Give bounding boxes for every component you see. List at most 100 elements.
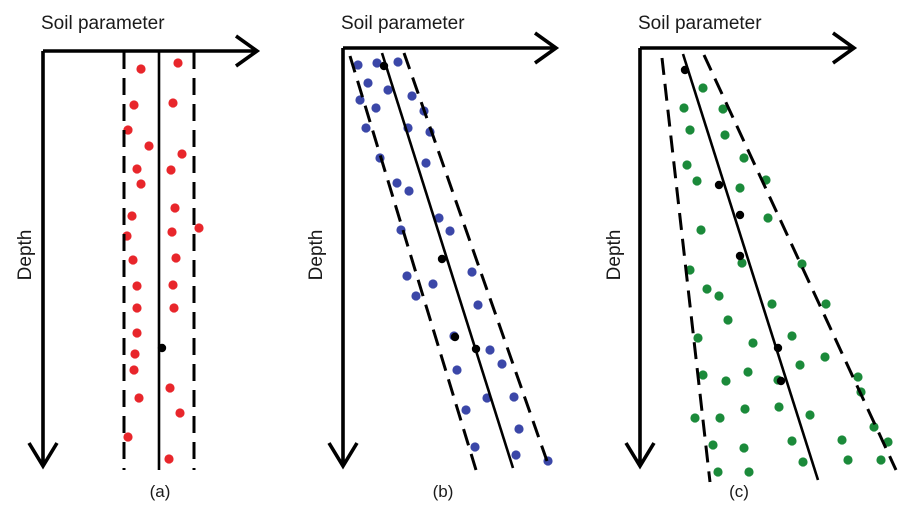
panel-c-x-axis-label: Soil parameter xyxy=(638,13,762,34)
panel-c-data-point xyxy=(702,284,712,294)
panel-c-data-point xyxy=(743,367,753,377)
panel-a-data-point xyxy=(144,141,154,151)
panel-c-data-point xyxy=(853,372,863,382)
panel-b-mean-point xyxy=(437,254,447,264)
panel-c-data-point xyxy=(795,360,805,370)
panel-c-data-point xyxy=(679,103,689,113)
panel-c-data-point xyxy=(739,443,749,453)
panel-b-data-point xyxy=(452,365,462,375)
panel-c-data-point xyxy=(763,213,773,223)
panel-b-data-point xyxy=(355,95,365,105)
panel-b-x-axis-label: Soil parameter xyxy=(341,13,465,34)
panel-c-data-point xyxy=(821,299,831,309)
panel-a: Soil parameter Depth (a) xyxy=(15,13,261,501)
panel-a-data-point xyxy=(168,280,178,290)
panel-b-data-point xyxy=(383,85,393,95)
panel-c-data-point xyxy=(696,225,706,235)
panel-a-data-point xyxy=(167,227,177,237)
panel-c-points xyxy=(679,65,893,477)
panel-b: Soil parameter Depth (b) xyxy=(306,13,560,501)
panel-c-lower-bound xyxy=(660,57,712,483)
panel-a-y-axis-label: Depth xyxy=(15,230,36,281)
panel-c-data-point xyxy=(820,352,830,362)
panel-a-data-point xyxy=(130,349,140,359)
panel-b-data-point xyxy=(473,300,483,310)
panel-c-data-point xyxy=(714,291,724,301)
panel-a-data-point xyxy=(168,98,178,108)
panel-a-data-point xyxy=(194,223,204,233)
panel-b-data-point xyxy=(402,271,412,281)
panel-b-lower-bound xyxy=(348,55,478,471)
panel-c-data-point xyxy=(685,125,695,135)
panel-b-data-point xyxy=(411,291,421,301)
panel-c-data-point xyxy=(698,83,708,93)
panel-c: Soil parameter Depth (c) xyxy=(604,13,898,501)
panel-c-data-point xyxy=(737,258,747,268)
panel-c-data-point xyxy=(698,370,708,380)
panel-c-data-point xyxy=(869,422,879,432)
panel-c-data-point xyxy=(720,130,730,140)
panel-b-data-point xyxy=(485,345,495,355)
panel-c-x-axis xyxy=(640,31,858,65)
panel-a-data-point xyxy=(136,64,146,74)
panel-c-data-point xyxy=(797,259,807,269)
panel-b-data-point xyxy=(404,186,414,196)
panel-b-data-point xyxy=(407,91,417,101)
panel-c-mean-point xyxy=(735,251,745,261)
panel-a-x-axis-label: Soil parameter xyxy=(41,13,165,34)
panel-c-data-point xyxy=(739,153,749,163)
panel-a-data-point xyxy=(132,281,142,291)
panel-c-data-point xyxy=(735,183,745,193)
panel-a-data-point xyxy=(136,179,146,189)
panel-a-data-point xyxy=(123,432,133,442)
panel-a-data-point xyxy=(132,328,142,338)
panel-b-data-point xyxy=(509,392,519,402)
panel-c-mean-point xyxy=(714,180,724,190)
panel-b-data-point xyxy=(445,226,455,236)
panel-c-data-point xyxy=(876,455,886,465)
panel-c-data-point xyxy=(805,410,815,420)
panel-a-data-point xyxy=(166,165,176,175)
panel-c-data-point xyxy=(837,435,847,445)
panel-a-data-point xyxy=(123,125,133,135)
panel-c-data-point xyxy=(693,333,703,343)
panel-b-y-axis-label: Depth xyxy=(306,230,327,281)
panel-b-x-axis xyxy=(343,31,560,65)
panel-c-data-point xyxy=(740,404,750,414)
panel-c-data-point xyxy=(690,413,700,423)
panel-a-data-point xyxy=(129,365,139,375)
panel-a-data-point xyxy=(129,100,139,110)
panel-c-mean-point xyxy=(735,210,745,220)
panel-a-data-point xyxy=(169,303,179,313)
panel-b-mean-line xyxy=(380,52,515,469)
panel-c-data-point xyxy=(767,299,777,309)
panel-b-data-point xyxy=(421,158,431,168)
panel-a-data-point xyxy=(128,255,138,265)
panel-c-data-point xyxy=(748,338,758,348)
panel-b-data-point xyxy=(372,58,382,68)
panel-a-data-point xyxy=(132,303,142,313)
panel-a-data-point xyxy=(132,164,142,174)
panel-a-data-point xyxy=(134,393,144,403)
panel-c-data-point xyxy=(715,413,725,423)
panel-a-x-axis xyxy=(43,34,261,68)
panel-a-data-point xyxy=(164,454,174,464)
panel-b-data-point xyxy=(393,57,403,67)
panel-a-points xyxy=(122,58,204,464)
panel-a-y-axis xyxy=(27,51,59,470)
panel-c-data-point xyxy=(718,104,728,114)
panel-c-y-axis-label: Depth xyxy=(604,230,625,281)
panel-b-upper-bound xyxy=(402,52,549,462)
panel-c-y-axis xyxy=(624,48,656,470)
panel-c-data-point xyxy=(682,160,692,170)
panel-c-data-point xyxy=(713,467,723,477)
panel-c-data-point xyxy=(843,455,853,465)
panel-b-data-point xyxy=(361,123,371,133)
panel-b-y-axis xyxy=(327,48,359,470)
panel-a-data-point xyxy=(177,149,187,159)
panel-b-data-point xyxy=(371,103,381,113)
panel-b-points xyxy=(353,57,553,466)
panel-c-data-point xyxy=(787,331,797,341)
panel-c-data-point xyxy=(723,315,733,325)
panel-b-data-point xyxy=(461,405,471,415)
